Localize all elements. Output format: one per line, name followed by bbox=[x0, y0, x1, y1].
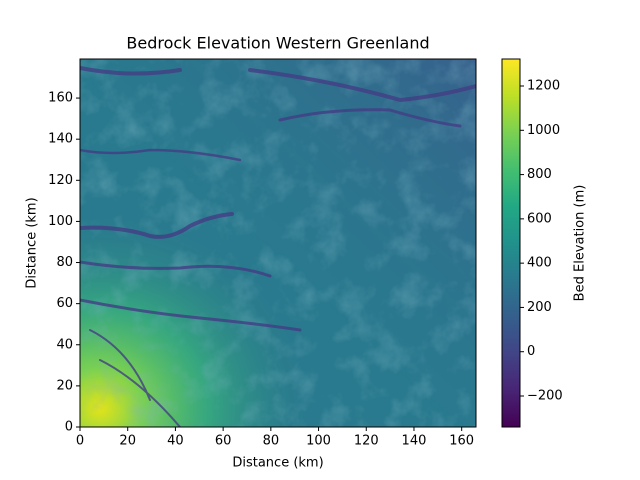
y-tick-label: 120 bbox=[48, 173, 73, 188]
x-tick-label: 100 bbox=[306, 434, 331, 449]
y-tick-label: 20 bbox=[56, 378, 73, 393]
x-tick-label: 120 bbox=[354, 434, 379, 449]
x-tick-label: 140 bbox=[402, 434, 427, 449]
chart-title: Bedrock Elevation Western Greenland bbox=[126, 34, 429, 53]
x-tick-label: 60 bbox=[215, 434, 232, 449]
y-tick-label: 60 bbox=[56, 296, 73, 311]
colorbar-tick-label: 200 bbox=[527, 300, 552, 315]
x-tick-label: 0 bbox=[76, 434, 84, 449]
colorbar-tick-label: 400 bbox=[527, 256, 552, 271]
colorbar-tick-label: 1000 bbox=[527, 123, 560, 138]
x-tick-label: 20 bbox=[119, 434, 136, 449]
x-tick-label: 40 bbox=[167, 434, 184, 449]
y-tick-label: 0 bbox=[65, 420, 73, 435]
y-tick-label: 140 bbox=[48, 132, 73, 147]
colorbar bbox=[501, 58, 521, 428]
colorbar-label: Bed Elevation (m) bbox=[573, 185, 588, 302]
x-tick-label: 160 bbox=[449, 434, 474, 449]
colorbar-tick-label: 0 bbox=[527, 344, 535, 359]
y-tick-label: 100 bbox=[48, 214, 73, 229]
colorbar-tick-label: 800 bbox=[527, 167, 552, 182]
y-axis-label: Distance (km) bbox=[25, 197, 40, 288]
y-tick-label: 40 bbox=[56, 337, 73, 352]
x-tick-label: 80 bbox=[263, 434, 280, 449]
x-axis-label: Distance (km) bbox=[232, 456, 323, 471]
colorbar-tick-label: −200 bbox=[527, 389, 563, 404]
colorbar-tick-label: 1200 bbox=[527, 79, 560, 94]
heatmap-image bbox=[80, 59, 476, 427]
y-tick-label: 80 bbox=[56, 255, 73, 270]
colorbar-tick-label: 600 bbox=[527, 211, 552, 226]
y-tick-label: 160 bbox=[48, 91, 73, 106]
axes-frame bbox=[79, 58, 477, 428]
